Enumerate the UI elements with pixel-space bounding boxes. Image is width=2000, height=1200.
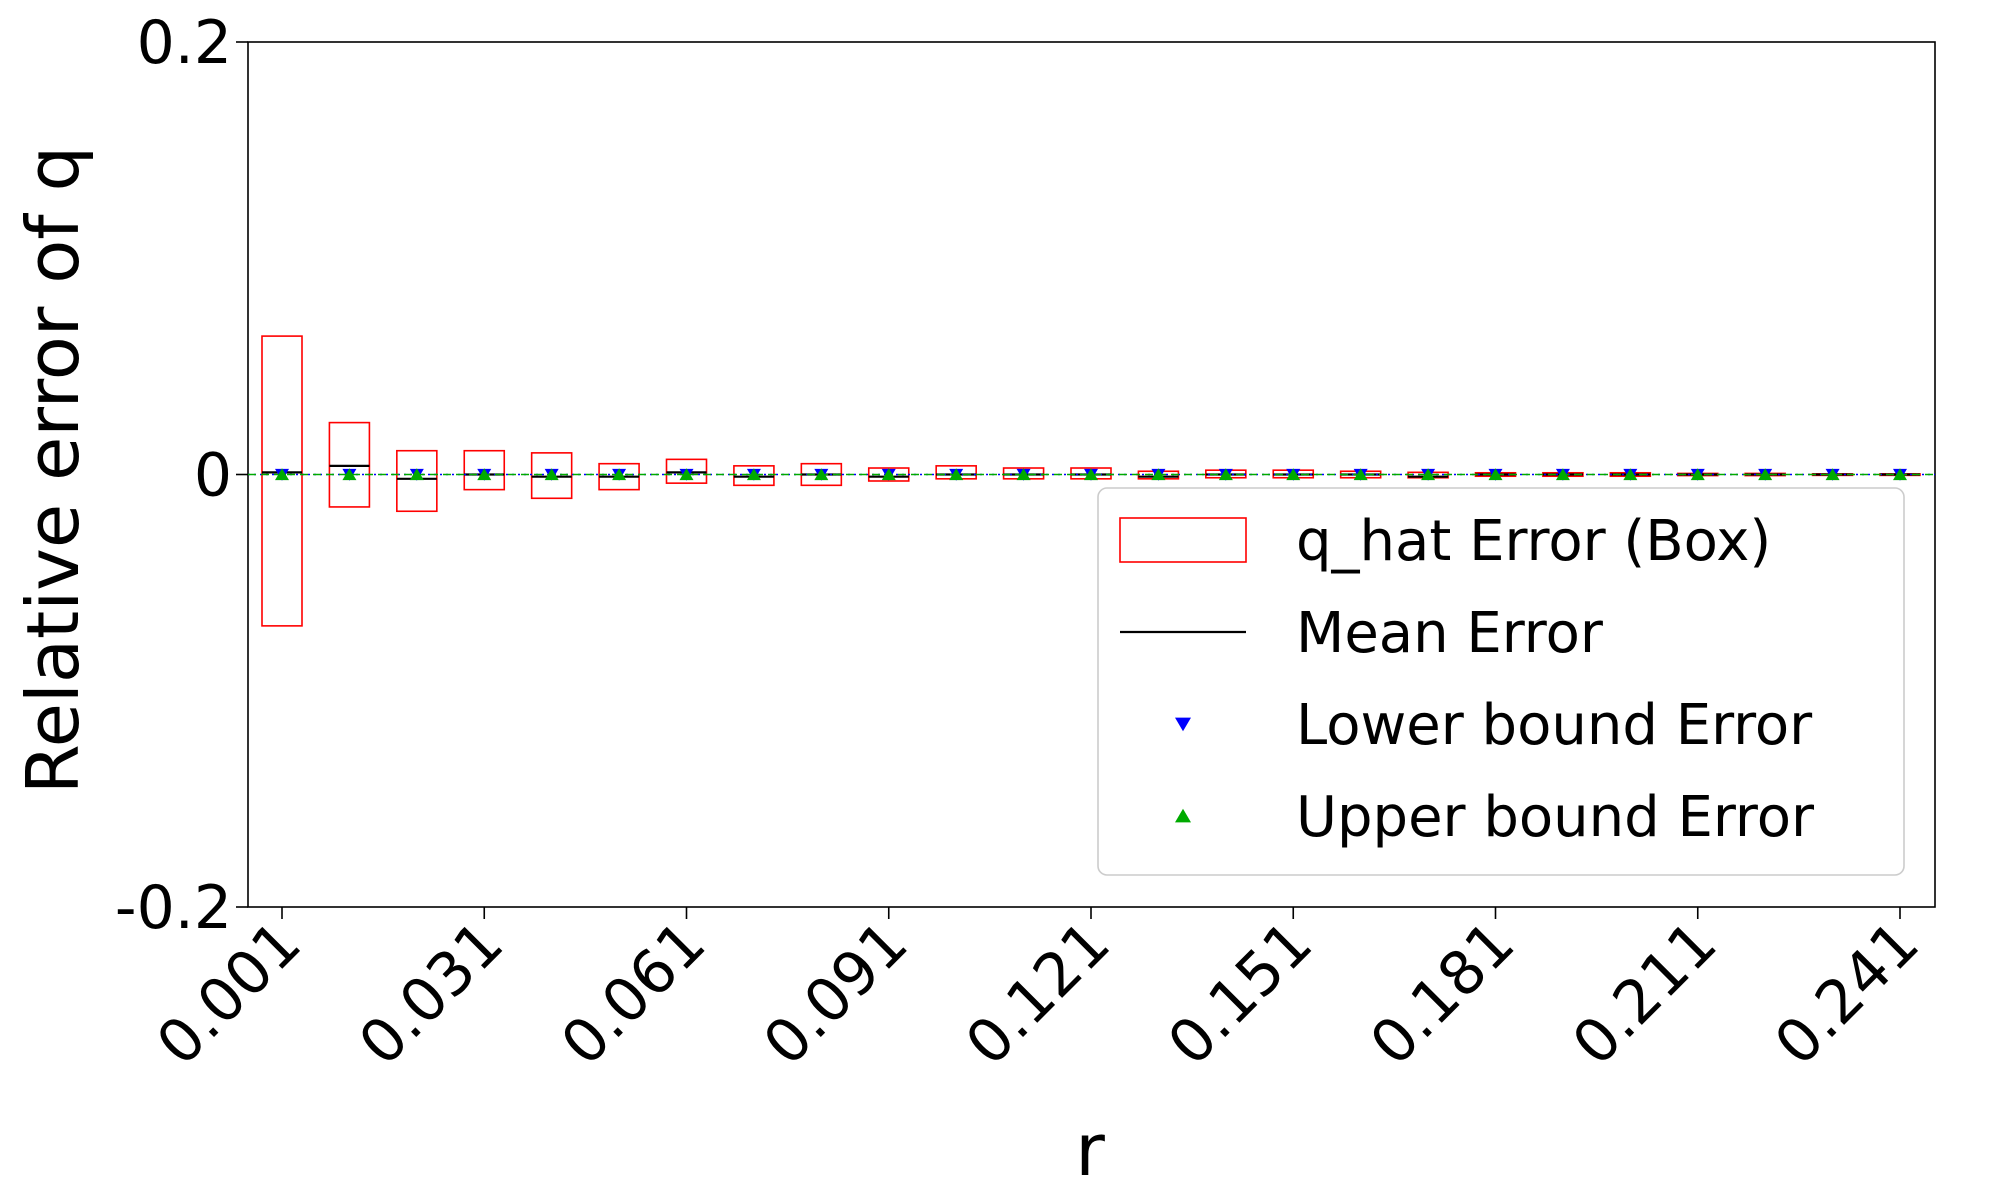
upper-bound-marker-7 bbox=[746, 468, 761, 481]
x-tick-label-3: 0.091 bbox=[750, 908, 921, 1079]
error-box-0 bbox=[261, 335, 303, 627]
error-box-2 bbox=[396, 449, 438, 513]
legend-swatch-upper bbox=[1175, 808, 1191, 823]
upper-bound-marker-22 bbox=[1758, 468, 1773, 481]
upper-bound-marker-9 bbox=[881, 468, 896, 481]
upper-bound-marker-11 bbox=[1016, 468, 1031, 481]
upper-bound-marker-20 bbox=[1623, 468, 1638, 481]
y-tick-label-0: 0.2 bbox=[137, 8, 232, 78]
upper-bound-marker-24 bbox=[1893, 468, 1907, 481]
upper-bound-marker-15 bbox=[1286, 468, 1301, 481]
upper-bound-marker-16 bbox=[1353, 468, 1368, 481]
legend-label-upper: Upper bound Error bbox=[1296, 785, 1815, 850]
upper-bound-marker-4 bbox=[544, 468, 559, 481]
x-axis-label: r bbox=[1075, 1108, 1105, 1192]
x-tick-label-4: 0.121 bbox=[953, 908, 1124, 1079]
x-tick-label-5: 0.151 bbox=[1155, 908, 1326, 1079]
upper-bound-marker-23 bbox=[1825, 468, 1840, 481]
y-tick-label-1: 0 bbox=[194, 441, 232, 511]
upper-bound-marker-18 bbox=[1488, 468, 1503, 481]
legend-frame bbox=[1097, 487, 1905, 876]
x-tick-label-8: 0.241 bbox=[1762, 908, 1933, 1079]
upper-bound-marker-10 bbox=[949, 468, 964, 481]
error-box-3 bbox=[463, 449, 506, 491]
x-tick-label-1: 0.031 bbox=[346, 908, 517, 1079]
legend-swatch-lower bbox=[1175, 717, 1191, 732]
upper-bound-marker-12 bbox=[1084, 468, 1098, 481]
upper-bound-marker-21 bbox=[1690, 468, 1705, 481]
upper-bound-marker-14 bbox=[1218, 468, 1233, 481]
upper-bound-marker-17 bbox=[1421, 468, 1436, 481]
legend: q_hat Error (Box) Mean Error Lower bound E… bbox=[1097, 487, 1905, 876]
x-tick-label-6: 0.181 bbox=[1357, 908, 1528, 1079]
legend-label-mean: Mean Error bbox=[1296, 601, 1604, 666]
y-axis-label: Relative error of q bbox=[11, 146, 95, 794]
upper-bound-marker-6 bbox=[679, 468, 694, 481]
upper-bound-marker-2 bbox=[409, 468, 424, 481]
x-tick-label-2: 0.061 bbox=[548, 908, 719, 1079]
legend-label-box: q_hat Error (Box) bbox=[1296, 509, 1771, 574]
legend-swatch-box bbox=[1119, 517, 1247, 563]
upper-bound-marker-1 bbox=[342, 468, 357, 481]
x-tick-label-7: 0.211 bbox=[1559, 908, 1730, 1079]
upper-bound-marker-5 bbox=[612, 468, 627, 481]
upper-bound-marker-8 bbox=[814, 468, 829, 481]
upper-bound-marker-0 bbox=[275, 468, 289, 481]
upper-bound-marker-3 bbox=[477, 468, 492, 481]
legend-label-lower: Lower bound Error bbox=[1296, 693, 1813, 758]
upper-bound-marker-13 bbox=[1151, 468, 1166, 481]
upper-bound-marker-19 bbox=[1555, 468, 1570, 481]
y-tick-label-2: -0.2 bbox=[115, 873, 232, 943]
